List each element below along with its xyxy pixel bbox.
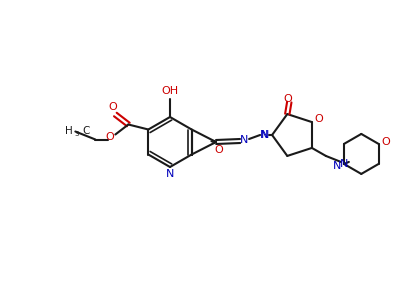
Text: C: C [83, 125, 90, 136]
Text: O: O [283, 94, 292, 104]
Text: O: O [105, 131, 114, 142]
Text: N: N [166, 169, 174, 179]
Text: O: O [314, 114, 323, 124]
Text: N: N [240, 135, 248, 145]
Text: N: N [340, 159, 348, 169]
Text: O: O [214, 145, 223, 155]
Text: O: O [381, 137, 390, 147]
Text: N: N [333, 161, 341, 171]
Text: 3: 3 [74, 130, 79, 136]
Text: H: H [66, 125, 73, 136]
Text: O: O [108, 103, 117, 112]
Text: OH: OH [162, 86, 178, 96]
Text: N: N [260, 130, 268, 140]
Text: N: N [261, 130, 269, 140]
